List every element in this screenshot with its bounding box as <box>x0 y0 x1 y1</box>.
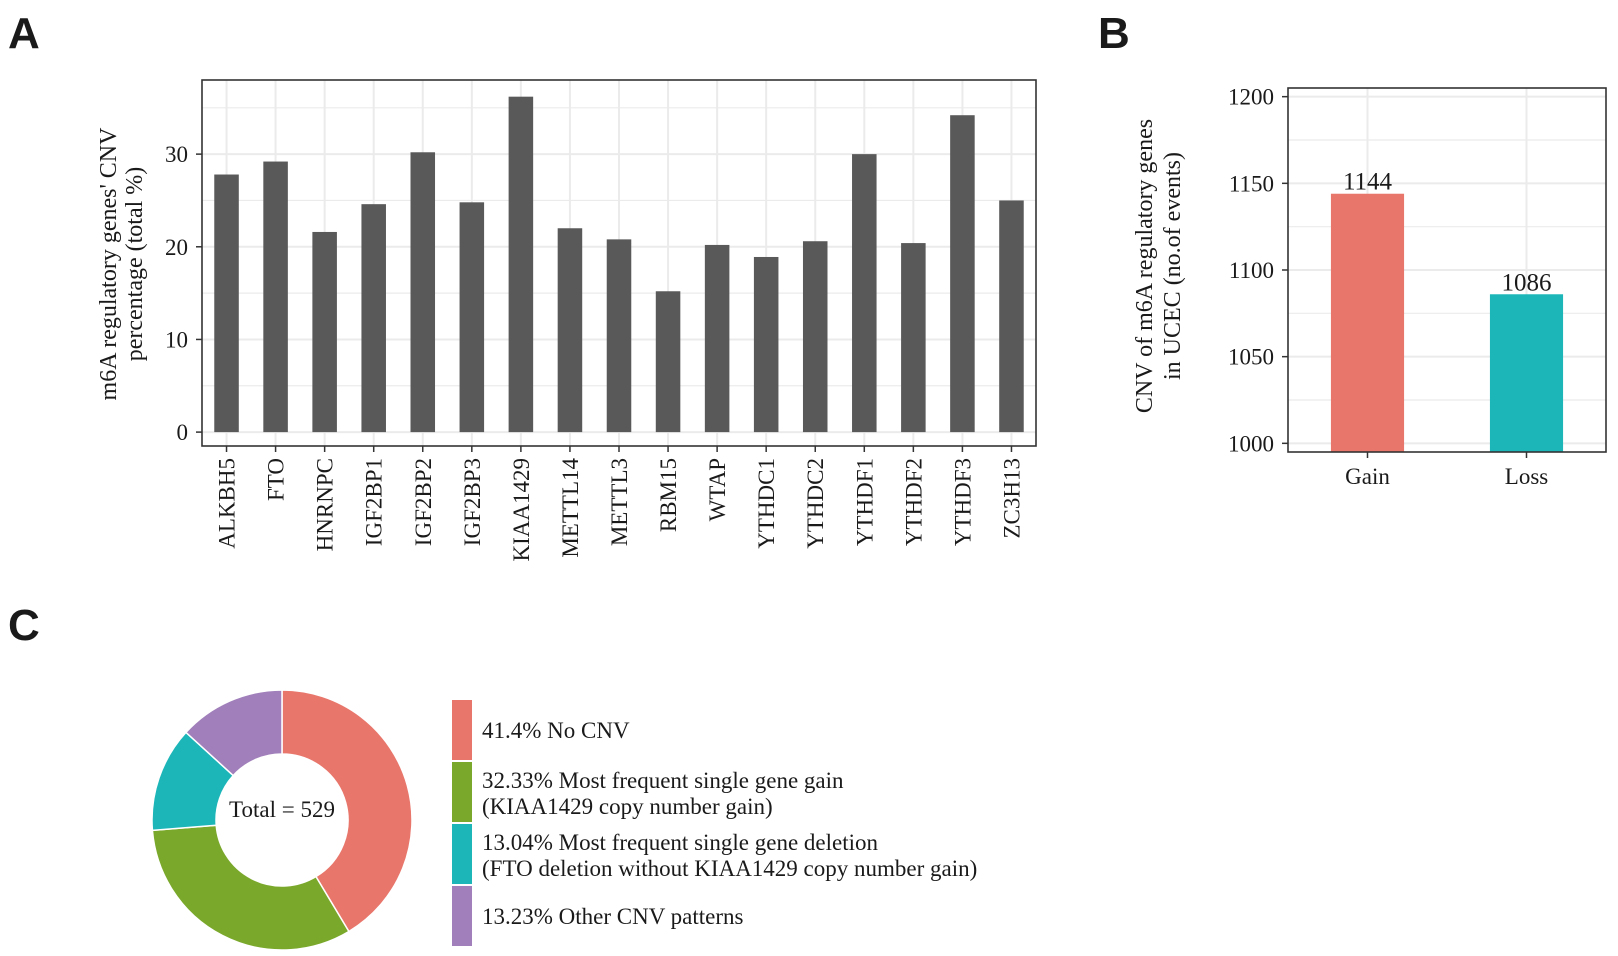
panel-a-bar <box>901 243 926 433</box>
panel-c-legend-label: 32.33% Most frequent single gene gain <box>482 768 844 793</box>
panel-a-x-tick-label: YTHDC1 <box>754 458 779 549</box>
panel-a-y-tick-label: 30 <box>165 142 188 167</box>
panel-a-x-tick-label: RBM15 <box>656 458 681 532</box>
panel-c-slices <box>151 689 413 951</box>
panel-c-legend-label: 41.4% No CNV <box>482 718 630 743</box>
panel-a-bar <box>312 231 337 433</box>
panel-a-y-ticks: 0 10 20 30 <box>165 142 202 445</box>
panel-a-ylabel-line2: percentage (total %) <box>122 167 148 362</box>
panel-a-x-tick-label: METTL14 <box>558 458 583 558</box>
panel-b-y-tick-label: 1150 <box>1229 171 1274 196</box>
panel-a-bar <box>655 291 681 433</box>
panel-b-x-tick-label: Gain <box>1345 464 1390 489</box>
panel-b-x-ticks: Gain Loss <box>1345 452 1548 489</box>
panel-a-bar <box>802 241 828 433</box>
panel-c-legend-swatch <box>452 824 472 884</box>
panel-b-data-label: 1144 <box>1343 169 1393 196</box>
panel-b-x-tick-label: Loss <box>1505 464 1549 489</box>
panel-a-bar <box>606 239 632 433</box>
panel-a-bar <box>410 152 436 433</box>
panel-a-bar <box>459 202 485 433</box>
panel-a-bar-chart: 0 10 20 30 ALKBH5 FTO HNRNPC IGF2BP1 IGF2BP2 IGF… <box>96 79 1037 562</box>
panel-a-x-tick-label: WTAP <box>705 458 730 521</box>
panel-a-ylabel-line1: m6A regulatory genes' CNV <box>96 127 122 401</box>
panel-c-legend-swatch <box>452 886 472 946</box>
panel-c-center-label: Total = 529 <box>229 797 335 822</box>
panel-b-y-tick-label: 1100 <box>1229 258 1274 283</box>
panel-c-legend-label-line2: (KIAA1429 copy number gain) <box>482 794 773 819</box>
panel-a-bar <box>508 96 534 433</box>
panel-c-legend-swatch <box>452 762 472 822</box>
panel-a-x-tick-label: ALKBH5 <box>215 458 240 549</box>
panel-a-bar <box>999 200 1024 433</box>
panel-b-data-label: 1086 <box>1502 269 1552 296</box>
panel-c-legend-label: 13.04% Most frequent single gene deletio… <box>482 830 879 855</box>
panel-b-y-tick-label: 1050 <box>1228 345 1274 370</box>
panel-b-letter: B <box>1098 9 1130 58</box>
panel-c-legend: 41.4% No CNV 32.33% Most frequent single … <box>452 700 977 946</box>
panel-a-x-tick-label: HNRNPC <box>313 458 338 551</box>
panel-c-legend-swatch <box>452 700 472 760</box>
panel-a-x-tick-label: YTHDC2 <box>803 458 828 549</box>
panel-a-x-tick-label: KIAA1429 <box>509 458 534 562</box>
panel-a-x-tick-label: FTO <box>264 458 289 501</box>
panel-c-slice <box>151 824 350 951</box>
panel-b-bar-gain <box>1330 193 1405 452</box>
panel-c-slice <box>184 689 283 777</box>
panel-b-bar-loss <box>1489 294 1564 452</box>
panel-b-y-tick-label: 1000 <box>1228 431 1274 456</box>
panel-a-bar <box>852 154 877 433</box>
panel-a-y-tick-label: 20 <box>165 235 188 260</box>
panel-b-y-ticks: 1000 1050 1100 1150 1200 <box>1228 85 1288 456</box>
panel-c-slice <box>281 689 413 933</box>
panel-b-ylabel-line1: CNV of m6A regulatory genes <box>1132 119 1158 413</box>
panel-a-bar <box>361 204 386 433</box>
panel-b-ylabel-line2: in UCEC (no.of events) <box>1160 152 1186 380</box>
panel-a-x-tick-label: YTHDF2 <box>901 458 926 546</box>
panel-a-x-ticks: ALKBH5 FTO HNRNPC IGF2BP1 IGF2BP2 IGF2BP3 KIAA… <box>215 446 1024 562</box>
panel-a-x-tick-label: YTHDF3 <box>950 458 975 546</box>
panel-a-x-tick-label: IGF2BP3 <box>460 458 485 546</box>
panel-c-letter: C <box>8 601 40 650</box>
panel-b-y-tick-label: 1200 <box>1228 85 1274 110</box>
panel-c-legend-label: 13.23% Other CNV patterns <box>482 904 744 929</box>
panel-a-bar <box>214 174 239 433</box>
panel-b-bars: 1144 1086 <box>1330 169 1564 452</box>
panel-a-x-tick-label: IGF2BP1 <box>362 458 387 546</box>
panel-a-x-tick-label: IGF2BP2 <box>411 458 436 546</box>
panel-b-bar-chart: 1144 1086 1000 1050 1100 1150 1200 Gain Loss C… <box>1132 85 1607 489</box>
panel-c-legend-label-line2: (FTO deletion without KIAA1429 copy numb… <box>482 856 977 881</box>
panel-a-y-tick-label: 10 <box>165 327 188 352</box>
panel-a-bars <box>214 96 1024 433</box>
panel-a-bar <box>557 228 583 433</box>
panel-a-y-tick-label: 0 <box>177 420 189 445</box>
panel-a-bar <box>753 256 779 433</box>
panel-c-donut-chart: Total = 529 41.4% No CNV 32.33% Most freq… <box>151 689 977 951</box>
panel-a-letter: A <box>8 9 40 58</box>
panel-a-x-tick-label: METTL3 <box>607 458 632 546</box>
panel-a-bar <box>950 115 975 433</box>
panel-a-x-tick-label: ZC3H13 <box>999 458 1024 539</box>
panel-a-bar <box>704 244 730 433</box>
panel-a-x-tick-label: YTHDF1 <box>852 458 877 546</box>
panel-a-bar <box>263 161 288 433</box>
